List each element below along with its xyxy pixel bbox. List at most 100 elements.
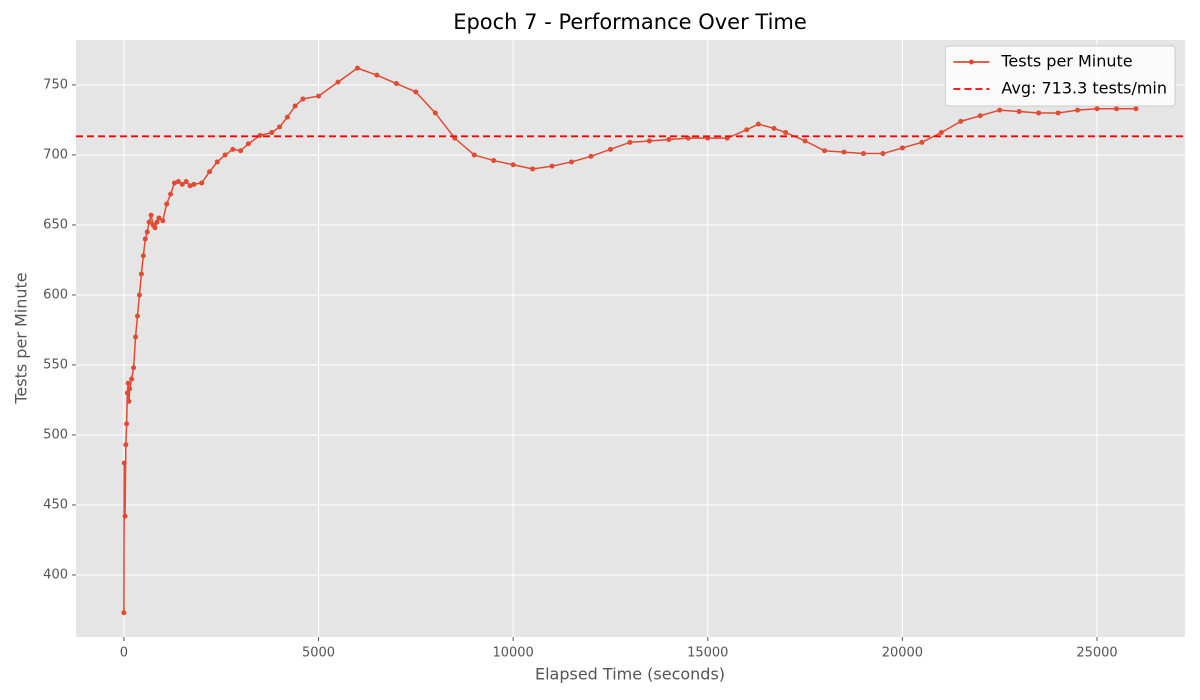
data-point [135,313,141,319]
data-point [131,365,137,371]
data-point [374,72,380,78]
data-point [1094,106,1100,112]
data-point [919,139,925,145]
y-axis-label: Tests per Minute [12,272,31,404]
data-point [154,219,160,225]
y-tick-label: 500 [43,427,68,442]
x-tick-label: 0 [120,646,128,661]
data-point [292,103,298,109]
data-point [140,253,146,259]
x-tick-label: 5000 [302,646,335,661]
data-point [125,380,131,386]
data-point [148,212,154,218]
data-point [471,152,477,158]
data-point [284,114,290,120]
y-tick-label: 750 [43,77,68,92]
legend-label: Avg: 713.3 tests/min [1001,79,1167,98]
data-point [183,179,189,185]
data-point [133,334,139,340]
data-point [569,159,575,165]
legend-box [944,45,1176,107]
data-point [899,145,905,151]
data-point [160,218,166,224]
data-point [230,146,236,152]
x-tick-label: 15000 [687,646,728,661]
data-point [222,152,228,158]
y-tick-label: 450 [43,497,68,512]
data-point [129,376,135,382]
data-point [860,151,866,157]
data-point [977,113,983,119]
data-line [123,67,1136,613]
x-tick-label: 10000 [492,646,533,661]
data-point [997,107,1003,113]
x-tick-label: 25000 [1076,646,1117,661]
data-point [138,271,144,277]
data-point [122,513,128,519]
data-point [152,225,158,231]
data-point [144,229,150,235]
x-tick-label: 20000 [882,646,923,661]
data-point [1016,109,1022,115]
data-point [191,181,197,187]
data-point [124,390,130,396]
data-point [822,148,828,154]
data-point [171,180,177,186]
data-point [880,151,886,157]
data-point [121,610,127,616]
legend-marker [968,59,974,65]
data-point [588,153,594,159]
y-tick-label: 400 [43,567,68,582]
y-tick-label: 650 [43,217,68,232]
data-point [413,89,419,95]
data-point [316,93,322,99]
data-point [1113,106,1119,112]
data-point [238,148,244,154]
data-point [783,130,789,136]
y-tick-label: 600 [43,287,68,302]
data-point [1036,110,1042,116]
x-axis-label: Elapsed Time (seconds) [535,665,725,684]
data-point [802,138,808,144]
data-point [179,181,185,187]
data-point [121,460,127,466]
data-point [491,158,497,164]
data-point [938,130,944,136]
data-point [646,138,652,144]
legend: Tests per Minute Avg: 713.3 tests/min [944,45,1176,107]
data-point [530,166,536,172]
data-point [755,121,761,127]
data-point [214,159,220,165]
data-point [164,201,170,207]
y-tick-label: 700 [43,147,68,162]
data-point [187,183,193,189]
data-point [245,141,251,147]
y-tick-label: 550 [43,357,68,372]
legend-label: Tests per Minute [1000,52,1132,71]
plot-area [76,40,1185,637]
data-point [136,292,142,298]
data-point [207,169,213,175]
data-point [627,139,633,145]
data-point [1133,106,1139,112]
data-point [335,79,341,85]
data-point [666,137,672,143]
data-point [142,236,148,242]
data-point [607,146,613,152]
data-point [146,219,152,225]
data-point [549,163,555,169]
data-point [432,110,438,116]
data-point [156,215,162,221]
data-point [1055,110,1061,116]
data-point [175,179,181,185]
data-point [127,386,133,392]
data-point [510,162,516,168]
data-point [841,149,847,155]
data-point [269,130,275,136]
data-point [393,81,399,87]
data-point [124,421,130,427]
data-point [744,127,750,133]
data-point [354,65,360,71]
data-point [168,191,174,197]
